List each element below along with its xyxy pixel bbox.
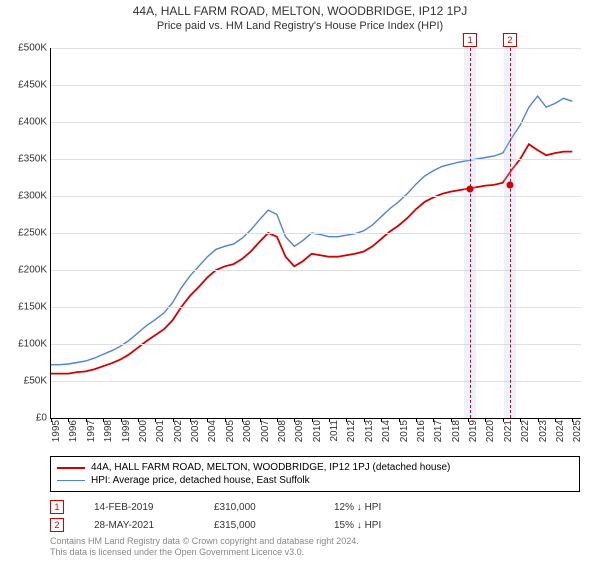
gridline	[51, 270, 581, 271]
x-axis-label: 2024	[555, 420, 566, 442]
legend-swatch	[57, 480, 85, 481]
footer-attribution: Contains HM Land Registry data © Crown c…	[50, 536, 359, 558]
legend-item: 44A, HALL FARM ROAD, MELTON, WOODBRIDGE,…	[57, 461, 573, 474]
sale-price: £310,000	[214, 502, 304, 513]
sale-dot	[467, 185, 474, 192]
y-axis-label: £100K	[18, 339, 47, 350]
x-axis-label: 2015	[399, 420, 410, 442]
x-axis-label: 2004	[207, 420, 218, 442]
sale-marker-2: 2	[503, 33, 517, 47]
x-axis-label: 2003	[190, 420, 201, 442]
x-axis-label: 2005	[225, 420, 236, 442]
legend-item: HPI: Average price, detached house, East…	[57, 474, 573, 487]
x-axis-label: 2025	[572, 420, 583, 442]
x-axis-label: 2022	[520, 420, 531, 442]
y-axis-label: £350K	[18, 154, 47, 165]
y-axis-label: £0	[36, 413, 47, 424]
legend-label: HPI: Average price, detached house, East…	[91, 475, 310, 486]
page-title: 44A, HALL FARM ROAD, MELTON, WOODBRIDGE,…	[0, 4, 600, 18]
gridline	[51, 381, 581, 382]
x-axis-label: 1995	[51, 420, 62, 442]
legend-swatch	[57, 467, 85, 469]
sale-marker-1: 1	[463, 33, 477, 47]
y-axis-label: £50K	[24, 376, 47, 387]
sale-row-marker: 2	[50, 518, 64, 532]
x-axis-label: 2007	[260, 420, 271, 442]
sale-line	[510, 48, 511, 418]
x-axis-label: 2016	[416, 420, 427, 442]
chart-area: £0£50K£100K£150K£200K£250K£300K£350K£400…	[50, 48, 581, 419]
x-axis-label: 2010	[312, 420, 323, 442]
legend-label: 44A, HALL FARM ROAD, MELTON, WOODBRIDGE,…	[91, 462, 450, 473]
x-axis-label: 2020	[485, 420, 496, 442]
sale-row: 1 14-FEB-2019 £310,000 12% ↓ HPI	[50, 498, 580, 516]
x-axis-label: 2017	[433, 420, 444, 442]
gridline	[51, 159, 581, 160]
gridline	[51, 85, 581, 86]
series-price_paid	[51, 144, 572, 373]
footer-line-1: Contains HM Land Registry data © Crown c…	[50, 536, 359, 547]
x-axis-label: 2006	[242, 420, 253, 442]
x-axis-label: 2021	[503, 420, 514, 442]
sale-rows: 1 14-FEB-2019 £310,000 12% ↓ HPI 2 28-MAY-202…	[50, 498, 580, 534]
sale-diff: 12% ↓ HPI	[334, 502, 424, 513]
x-axis-label: 2002	[173, 420, 184, 442]
x-axis-label: 2011	[329, 420, 340, 442]
sale-date: 14-FEB-2019	[94, 502, 184, 513]
sale-row-marker: 1	[50, 500, 64, 514]
x-axis-label: 2001	[155, 420, 166, 442]
y-axis-label: £300K	[18, 191, 47, 202]
gridline	[51, 122, 581, 123]
x-axis-label: 2018	[451, 420, 462, 442]
x-axis-label: 1998	[103, 420, 114, 442]
gridline	[51, 233, 581, 234]
sale-dot	[506, 181, 513, 188]
sale-diff: 15% ↓ HPI	[334, 520, 424, 531]
y-axis-label: £400K	[18, 117, 47, 128]
series-hpi	[51, 96, 572, 365]
x-axis-label: 2009	[294, 420, 305, 442]
legend-box: 44A, HALL FARM ROAD, MELTON, WOODBRIDGE,…	[50, 456, 580, 492]
sale-price: £315,000	[214, 520, 304, 531]
x-axis-label: 2012	[346, 420, 357, 442]
x-axis-label: 1997	[86, 420, 97, 442]
y-axis-label: £150K	[18, 302, 47, 313]
gridline	[51, 344, 581, 345]
x-axis-label: 1996	[68, 420, 79, 442]
y-axis-label: £500K	[18, 43, 47, 54]
sale-line	[470, 48, 471, 418]
sale-date: 28-MAY-2021	[94, 520, 184, 531]
x-axis-label: 2014	[381, 420, 392, 442]
x-axis-label: 2013	[364, 420, 375, 442]
gridline	[51, 196, 581, 197]
y-axis-label: £450K	[18, 80, 47, 91]
sale-row: 2 28-MAY-2021 £315,000 15% ↓ HPI	[50, 516, 580, 534]
gridline	[51, 307, 581, 308]
x-axis-label: 2008	[277, 420, 288, 442]
x-axis-label: 2019	[468, 420, 479, 442]
y-axis-label: £250K	[18, 228, 47, 239]
page-subtitle: Price paid vs. HM Land Registry's House …	[0, 20, 600, 32]
x-axis-label: 1999	[121, 420, 132, 442]
x-axis-label: 2000	[138, 420, 149, 442]
y-axis-label: £200K	[18, 265, 47, 276]
footer-line-2: This data is licensed under the Open Gov…	[50, 547, 359, 558]
x-axis-label: 2023	[538, 420, 549, 442]
chart-container: 44A, HALL FARM ROAD, MELTON, WOODBRIDGE,…	[0, 4, 600, 564]
gridline	[51, 48, 581, 49]
